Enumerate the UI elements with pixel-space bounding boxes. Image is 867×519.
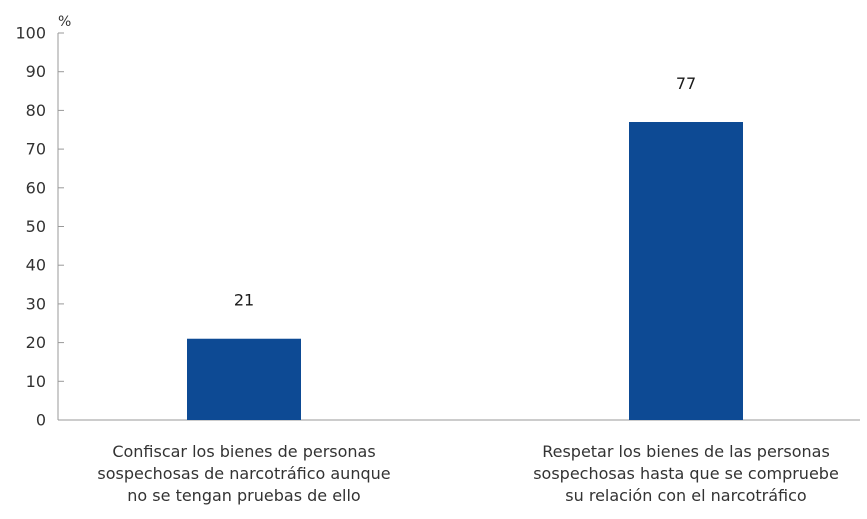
y-tick-label: 80 bbox=[26, 101, 46, 120]
y-tick-label: 20 bbox=[26, 333, 46, 352]
category-label-line: sospechosas hasta que se compruebe bbox=[533, 464, 839, 483]
y-tick-label: 100 bbox=[15, 24, 46, 43]
category-label-line: Confiscar los bienes de personas bbox=[112, 442, 375, 461]
y-tick-label: 70 bbox=[26, 140, 46, 159]
y-tick-label: 90 bbox=[26, 62, 46, 81]
bar-2 bbox=[629, 122, 743, 420]
y-axis: 0 10 20 30 40 50 60 70 80 90 100 bbox=[15, 24, 64, 430]
bar-1 bbox=[187, 338, 301, 420]
y-tick-label: 0 bbox=[36, 411, 46, 430]
y-tick-label: 30 bbox=[26, 294, 46, 313]
y-axis-unit-label: % bbox=[58, 14, 71, 30]
bars-group bbox=[187, 122, 743, 420]
category-label-line: Respetar los bienes de las personas bbox=[542, 442, 830, 461]
y-tick-label: 60 bbox=[26, 178, 46, 197]
category-label-line: su relación con el narcotráfico bbox=[565, 486, 806, 505]
category-label-line: sospechosas de narcotráfico aunque bbox=[97, 464, 390, 483]
bar-value-label: 21 bbox=[234, 291, 254, 310]
y-tick-label: 50 bbox=[26, 217, 46, 236]
category-labels-group: Confiscar los bienes de personas sospecho… bbox=[97, 442, 838, 505]
value-labels-group: 21 77 bbox=[234, 74, 696, 310]
y-tick-label: 10 bbox=[26, 372, 46, 391]
category-label-line: no se tengan pruebas de ello bbox=[127, 486, 360, 505]
y-tick-label: 40 bbox=[26, 256, 46, 275]
bar-value-label: 77 bbox=[676, 74, 696, 93]
